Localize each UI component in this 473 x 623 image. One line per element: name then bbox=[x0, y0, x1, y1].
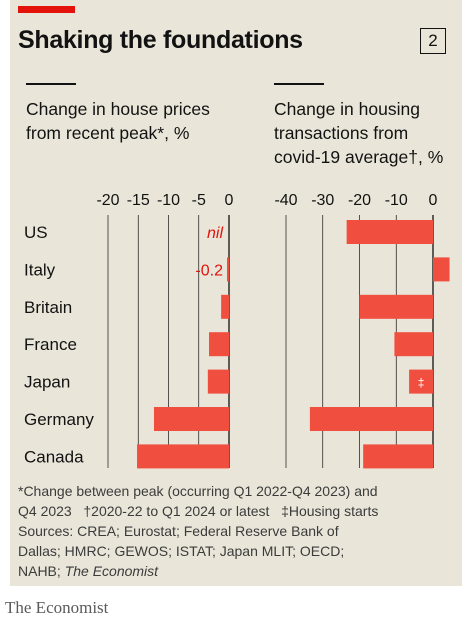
category-label-canada: Canada bbox=[24, 447, 84, 466]
data-label-panel2-japan: ‡ bbox=[418, 376, 425, 390]
bar-panel1-france bbox=[209, 332, 229, 357]
category-label-britain: Britain bbox=[24, 298, 72, 317]
bar-panel2-britain bbox=[359, 294, 433, 319]
chart-panel bbox=[10, 0, 462, 586]
tick-label-panel2-1: -30 bbox=[311, 192, 334, 209]
left-subtitle-rule bbox=[26, 83, 76, 85]
bar-panel1-italy bbox=[227, 257, 229, 282]
chart-number-badge: 2 bbox=[420, 28, 446, 54]
bar-panel1-britain bbox=[221, 294, 229, 319]
economist-brand: The Economist bbox=[5, 598, 109, 617]
bar-panel1-japan bbox=[207, 369, 229, 394]
right-subtitle-rule bbox=[274, 83, 324, 85]
right-subtitle-line-3: covid-19 average†, % bbox=[274, 147, 444, 167]
data-label-panel1-us: nil bbox=[207, 225, 223, 242]
right-subtitle-line-2: transactions from bbox=[274, 123, 409, 143]
tick-label-panel1-3: -5 bbox=[192, 192, 206, 209]
category-label-germany: Germany bbox=[24, 410, 94, 429]
tick-label-panel2-0: -40 bbox=[274, 192, 297, 209]
bar-panel1-germany bbox=[153, 407, 229, 431]
notes-line-1: *Change between peak (occurring Q1 2022-… bbox=[18, 483, 378, 499]
notes-line-3: Sources: CREA; Eurostat; Federal Reserve… bbox=[18, 523, 339, 539]
bar-panel2-japan bbox=[409, 369, 433, 394]
category-label-japan: Japan bbox=[24, 373, 70, 392]
notes-line-5: NAHB; The Economist bbox=[18, 561, 448, 581]
bar-panel2-germany bbox=[309, 407, 433, 431]
data-label-panel1-italy: -0.2 bbox=[195, 262, 223, 279]
notes-line-2: Q4 2023 †2020-22 to Q1 2024 or latest ‡H… bbox=[18, 503, 379, 519]
tick-label-panel1-2: -10 bbox=[157, 192, 180, 209]
chart-notes: *Change between peak (occurring Q1 2022-… bbox=[18, 481, 448, 581]
tick-label-panel1-1: -15 bbox=[127, 192, 150, 209]
tick-label-panel2-2: -20 bbox=[348, 192, 371, 209]
category-label-italy: Italy bbox=[24, 260, 56, 279]
bar-panel2-italy bbox=[433, 257, 450, 282]
notes-line-4: Dallas; HMRC; GEWOS; ISTAT; Japan MLIT; … bbox=[18, 543, 345, 559]
right-panel-subtitle: Change in housing transactions from covi… bbox=[274, 97, 443, 169]
tick-label-panel2-4: 0 bbox=[429, 192, 438, 209]
tick-label-panel1-0: -20 bbox=[96, 192, 119, 209]
accent-bar bbox=[18, 6, 75, 13]
category-label-us: US bbox=[24, 223, 48, 242]
notes-line-5-prefix: NAHB; bbox=[18, 563, 65, 579]
tick-label-panel2-3: -10 bbox=[385, 192, 408, 209]
left-panel-subtitle: Change in house prices from recent peak*… bbox=[26, 97, 210, 145]
bar-panel2-france bbox=[394, 332, 433, 357]
right-subtitle-line-1: Change in housing bbox=[274, 99, 420, 119]
bar-panel2-us bbox=[346, 220, 433, 244]
bar-panel2-canada bbox=[363, 444, 433, 469]
left-subtitle-line-2: from recent peak*, % bbox=[26, 123, 190, 143]
bar-panel1-canada bbox=[137, 444, 229, 469]
category-label-france: France bbox=[24, 335, 77, 354]
left-subtitle-line-1: Change in house prices bbox=[26, 99, 210, 119]
tick-label-panel1-4: 0 bbox=[225, 192, 234, 209]
chart-title: Shaking the foundations bbox=[18, 26, 303, 54]
notes-line-5-italic: The Economist bbox=[64, 563, 159, 579]
